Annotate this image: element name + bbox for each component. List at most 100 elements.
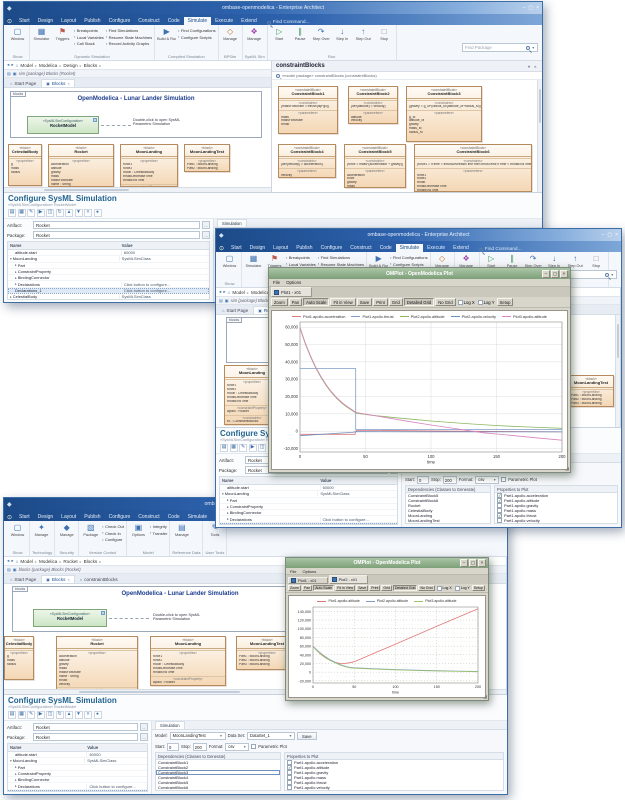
- ribbon-tab-construct[interactable]: Construct: [138, 18, 160, 24]
- ribbon-button-breakpoints[interactable]: ▪ Breakpoints: [286, 255, 310, 260]
- list-item-constraintblock6[interactable]: ConstraintBlock6: [158, 784, 189, 790]
- breadcrumb-modelica[interactable]: Modelica: [38, 558, 58, 564]
- plot-button-auto-scale[interactable]: Auto Scale: [313, 585, 335, 591]
- block-moonlandingtest[interactable]: «block» MoonLandingTest «properties» Part1 …: [568, 375, 614, 407]
- ribbon-button-start[interactable]: ▷ Start: [270, 26, 289, 41]
- table-row[interactable]: ▸ ConstraintProperty: [220, 504, 397, 511]
- ribbon-button-resume-state-machines[interactable]: ▪ Resume State Machines: [105, 34, 153, 40]
- table-row[interactable]: ▸ Declarations Click button to configure..…: [8, 783, 147, 790]
- checkbox-log-y[interactable]: [477, 299, 483, 305]
- ribbon-button-find-simulations[interactable]: ▪ Find Simulations: [317, 255, 351, 260]
- maximize-button[interactable]: ▢: [607, 232, 613, 238]
- vertical-scrollbar[interactable]: [537, 80, 542, 192]
- ribbon-tab-construct[interactable]: Construct: [350, 245, 372, 251]
- dataset-select[interactable]: DataSet_1▼: [247, 731, 296, 740]
- ribbon-button-check-in[interactable]: ▪ Check In: [102, 530, 121, 536]
- property-plot-row[interactable]: Part1.apollo.altitude: [495, 497, 617, 503]
- run-simulation-icon[interactable]: ▶: [36, 209, 45, 217]
- find-package-input[interactable]: Find Package▼: [462, 43, 538, 52]
- table-row[interactable]: ▸ Part: [220, 498, 397, 504]
- ribbon-button-step-over[interactable]: ↷ Step Over: [312, 27, 330, 41]
- artifact-browse-button[interactable]: ...: [202, 221, 210, 229]
- ribbon-button-step-in[interactable]: ↓ Step In: [333, 26, 352, 41]
- list-item-constraintblock2[interactable]: ConstraintBlock2: [158, 764, 189, 770]
- block-constraintblock2[interactable]: «constraintBlock» ConstraintBlock2 «constr…: [348, 86, 398, 124]
- property-plot-row[interactable]: Part1.apollo.thrust: [495, 512, 617, 518]
- block-rocket[interactable]: «block» Rocket «properties» acceleration alt…: [56, 636, 138, 689]
- simconfiguration-block[interactable]: «SysMLSimConfiguration»RocketModel: [33, 609, 107, 627]
- plot-button-save[interactable]: Save: [356, 298, 373, 306]
- app-menu-button[interactable]: ⊙: [7, 515, 13, 521]
- block-constraintblock6[interactable]: «constraintBlock» ConstraintBlock6 «constr…: [414, 144, 532, 192]
- list-item-constraintblock5[interactable]: ConstraintBlock5: [158, 779, 189, 785]
- ribbon-button-check-out[interactable]: ▪ Check Out: [102, 524, 124, 529]
- save-icon[interactable]: ▦: [17, 711, 26, 719]
- ribbon-button-simulator[interactable]: ▦ Simulator: [245, 254, 262, 268]
- stop-input[interactable]: 200: [192, 742, 207, 751]
- ribbon-tab-design[interactable]: Design: [37, 514, 54, 520]
- tab-start-page[interactable]: ⌂ Start Page: [10, 577, 37, 582]
- ribbon-button-stop[interactable]: □ Stop: [375, 26, 394, 41]
- tab-simulation[interactable]: Simulation: [155, 721, 185, 729]
- plot-button-setup[interactable]: Setup: [496, 298, 514, 306]
- ribbon-button-pause[interactable]: ∥ Pause: [503, 253, 522, 268]
- ribbon-button-manage[interactable]: ◇ Manage: [221, 26, 240, 41]
- format-select[interactable]: csv ▼: [225, 742, 250, 751]
- table-row[interactable]: ▸ ConstraintProperty: [8, 269, 209, 276]
- model-select[interactable]: MoonLandingTest▼: [169, 731, 226, 740]
- list-item-rocket[interactable]: Rocket: [408, 502, 421, 508]
- vertical-scrollbar[interactable]: [615, 315, 620, 427]
- breadcrumb-design[interactable]: Design: [63, 62, 78, 68]
- block-constraintblock4[interactable]: «constraintBlock» ConstraintBlock4 «constr…: [278, 144, 336, 178]
- panel-buttons[interactable]: ▾ ×: [528, 63, 538, 69]
- package-field[interactable]: Rocket: [33, 733, 138, 741]
- ribbon-tab-simulate[interactable]: Simulate: [183, 17, 212, 25]
- checkbox-part1-apollo-thrust[interactable]: [287, 779, 292, 785]
- ribbon-tab-configure[interactable]: Configure: [108, 514, 131, 520]
- tab-constraintblocks[interactable]: ⌂ constraintBlocks: [79, 577, 118, 582]
- ribbon-tab-extend[interactable]: Extend: [453, 245, 469, 251]
- edit-icon[interactable]: ✎: [239, 444, 247, 452]
- ribbon-tab-publish[interactable]: Publish: [84, 18, 101, 24]
- plot-button-detailed-grid[interactable]: Detailed Grid: [403, 298, 435, 306]
- table-row[interactable]: ▸ Declarations Click button to configure..…: [220, 516, 397, 523]
- table-row[interactable]: ▸ BindingConnector: [8, 275, 209, 282]
- breadcrumb-modelica[interactable]: Modelica: [250, 289, 270, 295]
- table-row[interactable]: ▾ MoonLanding SysMLSimClass: [220, 491, 397, 498]
- table-row[interactable]: ▸ BindingConnector: [220, 510, 397, 517]
- menu-options[interactable]: Options: [286, 280, 302, 285]
- artifact-field[interactable]: Rocket: [33, 221, 200, 229]
- resize-grip[interactable]: ◢: [565, 466, 569, 472]
- ribbon-tab-simulate[interactable]: Simulate: [187, 514, 208, 520]
- sort-down-icon[interactable]: ▼: [74, 209, 83, 217]
- block-moonlanding[interactable]: «block» MoonLanding «properties» force1 forc…: [120, 144, 178, 187]
- ribbon-button-manage[interactable]: ❖ Manage: [457, 253, 476, 268]
- ribbon-tab-code[interactable]: Code: [167, 514, 180, 520]
- block-rocket[interactable]: «block» Rocket «properties» acceleration alt…: [48, 144, 114, 187]
- plot-button-print[interactable]: Print: [373, 298, 388, 306]
- format-select[interactable]: csv ▼: [475, 475, 500, 484]
- tab-start-page[interactable]: ⌂ Start Page: [10, 81, 37, 86]
- tab-blocks[interactable]: ▣ Blocks ×: [41, 79, 75, 87]
- plot-canvas[interactable]: -20,000020,00040,00060,00080,000100,0001…: [289, 604, 483, 695]
- block-celestialbody[interactable]: «block» CelestialBody «properties» g mass rad…: [4, 636, 34, 680]
- property-plot-row[interactable]: Part1.apollo.thrust: [285, 779, 503, 785]
- ribbon-button-window[interactable]: ▢ Window: [220, 253, 239, 268]
- find-command[interactable]: Find Command...: [478, 247, 522, 252]
- plot-button-pan[interactable]: Pan: [301, 585, 313, 591]
- find-command[interactable]: Find Command...: [266, 20, 310, 25]
- start-input[interactable]: 0: [167, 742, 180, 751]
- ribbon-tab-layout[interactable]: Layout: [273, 245, 289, 251]
- breadcrumb-model[interactable]: Model: [232, 289, 245, 295]
- ribbon-button-call-stack[interactable]: ▪Call Stack: [74, 41, 95, 46]
- maximize-button[interactable]: ▢: [528, 5, 534, 11]
- block-constraintblock5[interactable]: «constraintBlock» ConstraintBlock5 «constr…: [344, 144, 406, 188]
- list-item-moonlanding[interactable]: MoonLanding: [408, 512, 433, 518]
- diagram-canvas[interactable]: blocks OpenModelica - Lunar Lander Simula…: [4, 88, 271, 187]
- ribbon-button-find-configurations[interactable]: ▪ Find Configurations: [178, 28, 216, 33]
- table-row[interactable]: ▸ Part: [8, 263, 209, 269]
- block-moonlandingtest[interactable]: «block» MoonLandingTest «properties» Part1 …: [184, 144, 230, 172]
- package-browse-button[interactable]: ...: [140, 733, 148, 741]
- artifact-field[interactable]: Rocket: [33, 723, 138, 731]
